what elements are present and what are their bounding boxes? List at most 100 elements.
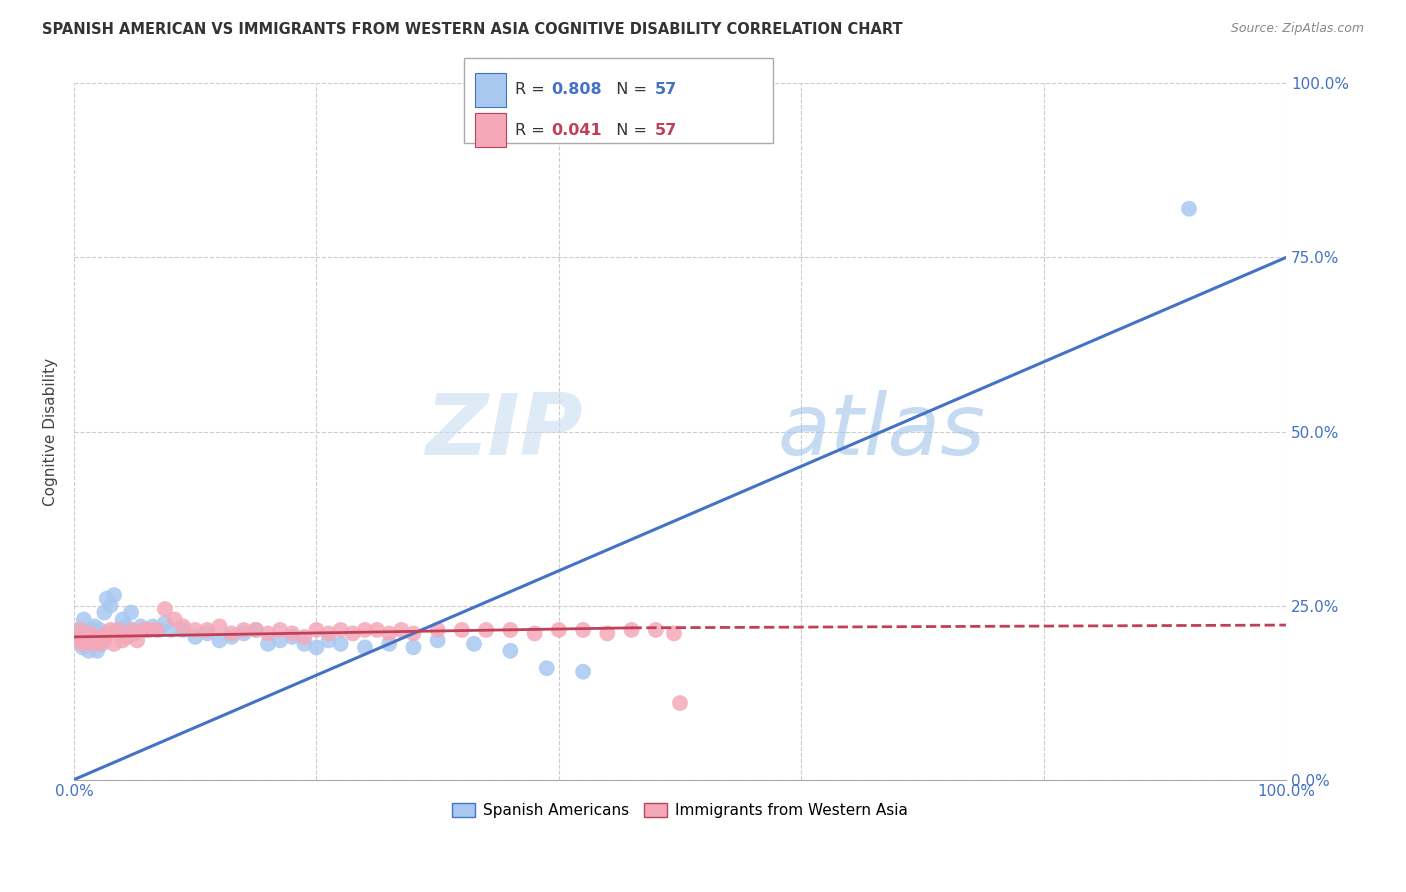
Point — [596, 626, 619, 640]
Point — [87, 633, 110, 648]
Text: atlas: atlas — [778, 390, 986, 473]
Point — [73, 612, 96, 626]
Point — [96, 591, 118, 606]
Point — [523, 626, 546, 640]
Point — [86, 633, 108, 648]
Point — [135, 623, 157, 637]
Point — [79, 626, 101, 640]
Point — [79, 623, 101, 637]
Point — [83, 619, 105, 633]
Point — [232, 623, 254, 637]
Point — [80, 633, 103, 648]
Point — [644, 623, 666, 637]
Point — [475, 623, 498, 637]
Point — [72, 640, 94, 655]
Point — [354, 640, 377, 655]
Point — [354, 623, 377, 637]
Point — [86, 644, 108, 658]
Point — [451, 623, 474, 637]
Point — [257, 637, 280, 651]
Point — [547, 623, 569, 637]
Point — [281, 630, 304, 644]
Point — [572, 665, 595, 679]
Text: N =: N = — [606, 82, 652, 97]
Point — [66, 623, 89, 637]
Point — [153, 615, 176, 630]
Point — [145, 623, 167, 637]
Point — [208, 619, 231, 633]
Point — [73, 626, 96, 640]
Point — [160, 623, 183, 637]
Point — [184, 623, 207, 637]
Point — [117, 630, 139, 644]
Point — [402, 626, 425, 640]
Point — [89, 637, 111, 651]
Point — [620, 623, 643, 637]
Point — [100, 623, 122, 637]
Point — [221, 630, 243, 644]
Point — [90, 630, 112, 644]
Point — [82, 637, 104, 651]
Point — [69, 633, 91, 648]
Point — [245, 623, 267, 637]
Point — [72, 637, 94, 651]
Point — [662, 626, 685, 640]
Point — [82, 637, 104, 651]
Point — [221, 626, 243, 640]
Text: R =: R = — [515, 82, 550, 97]
Point — [305, 640, 328, 655]
Point — [115, 619, 138, 633]
Point — [107, 623, 129, 637]
Point — [269, 623, 291, 637]
Point — [245, 623, 267, 637]
Point — [318, 626, 340, 640]
Point — [318, 633, 340, 648]
Y-axis label: Cognitive Disability: Cognitive Disability — [44, 358, 58, 506]
Text: Source: ZipAtlas.com: Source: ZipAtlas.com — [1230, 22, 1364, 36]
Point — [142, 619, 165, 633]
Point — [96, 626, 118, 640]
Point — [148, 623, 170, 637]
Text: ZIP: ZIP — [426, 390, 583, 473]
Point — [93, 633, 115, 648]
Point — [378, 626, 401, 640]
Point — [84, 626, 107, 640]
Point — [402, 640, 425, 655]
Text: N =: N = — [606, 122, 652, 137]
Point — [124, 626, 146, 640]
Point — [77, 644, 100, 658]
Point — [103, 637, 125, 651]
Point — [366, 623, 388, 637]
Point — [163, 612, 186, 626]
Point — [89, 623, 111, 637]
Text: SPANISH AMERICAN VS IMMIGRANTS FROM WESTERN ASIA COGNITIVE DISABILITY CORRELATIO: SPANISH AMERICAN VS IMMIGRANTS FROM WEST… — [42, 22, 903, 37]
Text: 0.041: 0.041 — [551, 122, 602, 137]
Point — [426, 633, 449, 648]
Point — [82, 623, 104, 637]
Point — [572, 623, 595, 637]
Point — [103, 588, 125, 602]
Point — [153, 602, 176, 616]
Point — [129, 619, 152, 633]
Point — [120, 606, 142, 620]
Point — [127, 633, 149, 648]
Point — [499, 623, 522, 637]
Point — [329, 637, 352, 651]
Point — [91, 630, 114, 644]
Point — [292, 637, 315, 651]
Point — [172, 623, 194, 637]
Point — [269, 633, 291, 648]
Point — [172, 619, 194, 633]
Point — [138, 623, 160, 637]
Point — [132, 623, 155, 637]
Point — [93, 606, 115, 620]
Point — [329, 623, 352, 637]
Point — [1178, 202, 1201, 216]
Point — [91, 637, 114, 651]
Text: 0.808: 0.808 — [551, 82, 602, 97]
Point — [73, 630, 96, 644]
Text: R =: R = — [515, 122, 550, 137]
Point — [107, 623, 129, 637]
Text: 57: 57 — [655, 82, 678, 97]
Point — [378, 637, 401, 651]
